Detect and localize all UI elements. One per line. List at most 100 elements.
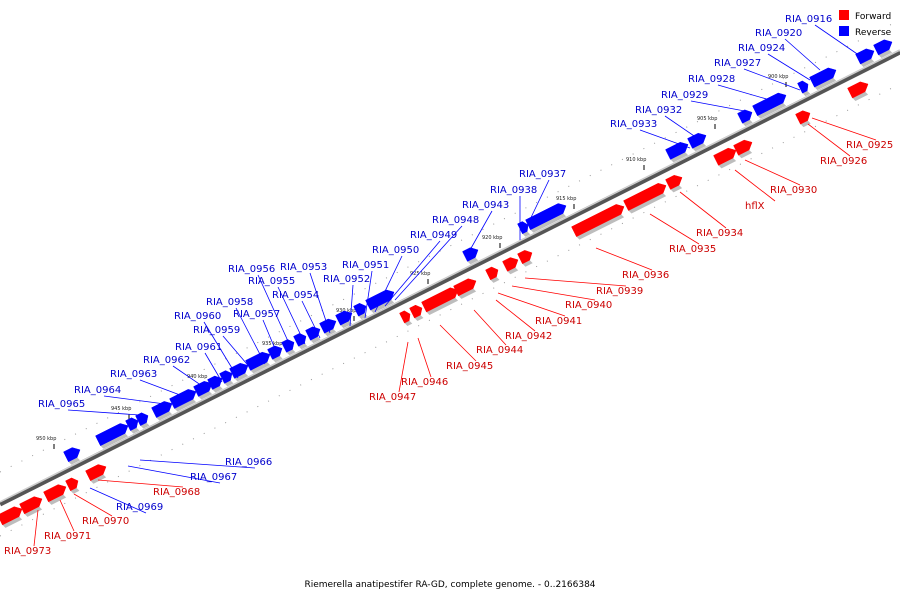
reverse-gene-arrow (151, 401, 173, 421)
fwd-leader-line (497, 292, 566, 317)
forward-gene-label: RIA_0971 (44, 531, 91, 542)
rev-leader-line (717, 84, 771, 101)
rev-leader-line (222, 335, 253, 371)
rev-leader-line (309, 272, 331, 334)
reverse-gene-label: RIA_0967 (190, 472, 237, 483)
rev-leader-line (277, 286, 306, 345)
rev-leader-line (364, 270, 373, 319)
label-leaders (33, 24, 877, 547)
reverse-gene-label: RIA_0924 (738, 43, 785, 54)
rev-leader-line (384, 240, 441, 307)
rev-leader-line (639, 129, 691, 149)
rev-leader-line (172, 365, 209, 391)
reverse-gene-arrow (267, 345, 283, 363)
reverse-gene-label: RIA_0966 (225, 457, 272, 468)
reverse-genes (63, 39, 893, 465)
forward-gene-arrow (409, 304, 424, 321)
fwd-leader-line (439, 324, 477, 362)
genome-backbone (0, 49, 900, 507)
forward-gene-arrow (502, 257, 519, 275)
forward-gene-arrow (623, 183, 667, 214)
forward-gene-arrow (517, 250, 533, 267)
forward-gene-arrow (571, 204, 625, 240)
scale-tick-label: 940 kbp (187, 374, 207, 380)
scale-tick-label: 925 kbp (410, 271, 430, 277)
rev-leader-line (139, 459, 256, 469)
reverse-gene-label: RIA_0952 (323, 274, 370, 285)
reverse-gene-label: RIA_0953 (280, 262, 327, 273)
forward-gene-label: hflX (745, 201, 765, 212)
forward-gene-arrow (65, 477, 80, 494)
reverse-gene-label: RIA_0933 (610, 119, 657, 130)
forward-gene-label: RIA_0968 (153, 487, 200, 498)
fwd-leader-line (73, 493, 113, 517)
reverse-gene-label: RIA_0927 (714, 58, 761, 69)
rev-leader-line (127, 465, 221, 484)
reverse-gene-arrow (229, 362, 249, 382)
reverse-gene-arrow (809, 67, 837, 91)
reverse-gene-arrow (135, 412, 150, 429)
forward-gene-label: RIA_0970 (82, 516, 129, 527)
rev-leader-line (374, 255, 403, 313)
reverse-gene-arrow (687, 132, 707, 152)
forward-gene-label: RIA_0946 (401, 377, 448, 388)
reverse-gene-arrow (752, 92, 787, 119)
reverse-gene-label: RIA_0938 (490, 185, 537, 196)
fwd-leader-line (97, 479, 184, 488)
legend-reverse-label: Reverse (855, 28, 892, 38)
fwd-leader-line (649, 213, 700, 245)
reverse-gene-label: RIA_0969 (116, 502, 163, 513)
fwd-leader-line (398, 341, 409, 393)
forward-gene-arrow (399, 310, 413, 327)
reverse-gene-label: RIA_0937 (519, 169, 566, 180)
reverse-gene-arrow (95, 423, 129, 449)
fwd-leader-line (811, 117, 877, 141)
reverse-gene-label: RIA_0949 (410, 230, 457, 241)
rev-leader-line (257, 274, 293, 351)
forward-gene-arrow (485, 266, 500, 283)
reverse-gene-label: RIA_0960 (174, 311, 221, 322)
rev-leader-line (784, 38, 821, 71)
scale-tick-label: 915 kbp (556, 196, 576, 202)
forward-gene-label: RIA_0942 (505, 331, 552, 342)
rev-leader-line (67, 409, 141, 416)
reverse-gene-arrow (797, 80, 811, 97)
rev-leader-line (139, 379, 189, 399)
legend-forward-label: Forward (855, 12, 891, 22)
forward-gene-label: RIA_0973 (4, 546, 51, 557)
rev-leader-line (664, 115, 701, 141)
fwd-leader-line (59, 499, 75, 532)
fwd-leader-line (495, 299, 536, 332)
reverse-gene-label: RIA_0920 (755, 28, 802, 39)
reverse-gene-label: RIA_0948 (432, 215, 479, 226)
reverse-gene-label: RIA_0950 (372, 245, 419, 256)
forward-genes (0, 81, 869, 528)
forward-gene-arrow (733, 139, 753, 159)
rev-leader-line (743, 68, 801, 91)
rev-leader-line (814, 24, 867, 61)
fwd-leader-line (744, 159, 801, 186)
rev-leader-line (235, 307, 266, 365)
forward-gene-label: RIA_0936 (622, 270, 669, 281)
reverse-gene-arrow (462, 247, 479, 265)
fwd-leader-line (734, 169, 776, 202)
forward-gene-label: RIA_0947 (369, 392, 416, 403)
scale-tick-label: 945 kbp (111, 406, 131, 412)
scale-tick-label: 950 kbp (36, 436, 56, 442)
scale-tick-label: 910 kbp (626, 157, 646, 163)
reverse-gene-arrow (855, 48, 875, 68)
rev-leader-line (262, 319, 279, 357)
fwd-leader-line (595, 247, 653, 271)
rev-leader-line (767, 53, 811, 81)
scale-tick-label: 905 kbp (697, 116, 717, 122)
legend-forward-swatch (839, 10, 849, 20)
fwd-leader-line (417, 337, 432, 378)
rev-leader-line (301, 300, 321, 339)
scale-tick-label: 900 kbp (768, 74, 788, 80)
fwd-leader-line (33, 509, 39, 547)
forward-gene-label: RIA_0941 (535, 316, 582, 327)
reverse-gene-label: RIA_0964 (74, 385, 121, 396)
rev-leader-line (203, 321, 239, 379)
forward-gene-label: RIA_0926 (820, 156, 867, 167)
